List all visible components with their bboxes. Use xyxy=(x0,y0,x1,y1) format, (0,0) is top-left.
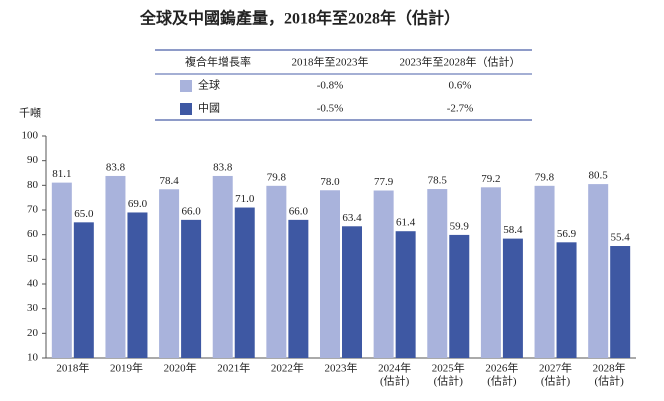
x-tick-label: 2026年 xyxy=(485,361,518,375)
bar xyxy=(373,190,394,358)
value-label: 56.9 xyxy=(557,228,577,240)
bar xyxy=(556,242,577,358)
y-tick-label: 90 xyxy=(27,154,39,166)
x-tick-label: 2028年 xyxy=(593,361,626,375)
y-tick-label: 50 xyxy=(27,253,39,265)
y-tick-label: 30 xyxy=(27,302,39,314)
y-tick-label: 100 xyxy=(22,130,39,142)
value-label: 61.4 xyxy=(396,217,416,229)
bar xyxy=(51,182,72,358)
x-tick-label: 2027年 xyxy=(539,361,572,375)
value-label: 59.9 xyxy=(450,220,470,232)
legend-label: 中國 xyxy=(198,102,220,115)
value-label: 79.2 xyxy=(481,173,500,185)
value-label: 78.0 xyxy=(320,176,340,188)
value-label: 66.0 xyxy=(289,205,309,217)
x-tick-label: 2022年 xyxy=(271,361,304,375)
value-label: 81.1 xyxy=(52,168,71,180)
x-tick-label: 2023年 xyxy=(325,361,358,375)
x-tick-label: (估計) xyxy=(487,374,517,388)
value-label: 78.4 xyxy=(159,175,179,187)
value-label: 78.5 xyxy=(428,175,448,187)
table-cell: -2.7% xyxy=(447,103,474,115)
y-tick-label: 80 xyxy=(27,179,39,191)
value-label: 79.8 xyxy=(535,171,555,183)
bar xyxy=(395,231,416,358)
value-label: 79.8 xyxy=(267,171,287,183)
bar xyxy=(342,226,362,358)
table-cell: -0.5% xyxy=(317,103,344,115)
table-cell: 0.6% xyxy=(449,80,472,92)
x-tick-label: 2024年 xyxy=(378,361,411,375)
value-label: 83.8 xyxy=(213,161,233,173)
y-axis-label: 千噸 xyxy=(19,106,41,120)
value-label: 66.0 xyxy=(181,205,201,217)
bar xyxy=(105,175,126,358)
x-tick-label: (估計) xyxy=(434,374,464,388)
bar xyxy=(427,189,448,358)
bar xyxy=(502,238,523,358)
bar xyxy=(234,207,255,358)
table-header: 2023年至2028年（估計） xyxy=(400,55,521,69)
value-label: 65.0 xyxy=(74,208,94,220)
bar xyxy=(588,184,609,358)
chart-title: 全球及中國鎢產量，2018年至2028年（估計） xyxy=(139,9,460,28)
bar xyxy=(449,234,470,358)
bar xyxy=(73,222,94,358)
x-tick-label: (估計) xyxy=(380,374,410,388)
legend-swatch xyxy=(180,103,192,115)
y-tick-label: 60 xyxy=(27,228,39,240)
bar xyxy=(288,219,309,358)
value-label: 83.8 xyxy=(106,161,126,173)
x-tick-label: 2019年 xyxy=(110,361,143,375)
bar xyxy=(610,246,631,358)
value-label: 77.9 xyxy=(374,176,394,188)
bar xyxy=(159,189,180,358)
value-label: 71.0 xyxy=(235,193,255,205)
y-tick-label: 20 xyxy=(27,327,39,339)
value-label: 69.0 xyxy=(128,198,148,210)
y-tick-label: 40 xyxy=(27,278,39,290)
table-header: 複合年增長率 xyxy=(185,55,251,69)
x-tick-label: 2020年 xyxy=(164,361,197,375)
bar xyxy=(266,185,287,358)
value-label: 80.5 xyxy=(589,170,609,182)
legend-label: 全球 xyxy=(198,78,220,92)
x-tick-label: (估計) xyxy=(595,374,625,388)
value-label: 58.4 xyxy=(503,224,523,236)
x-tick-label: 2021年 xyxy=(217,361,250,375)
table-cell: -0.8% xyxy=(317,80,344,92)
x-tick-label: 2025年 xyxy=(432,361,465,375)
table-header: 2018年至2023年 xyxy=(292,55,369,69)
y-tick-label: 10 xyxy=(27,352,39,364)
bar xyxy=(181,219,202,358)
value-label: 55.4 xyxy=(611,232,631,244)
x-tick-label: 2018年 xyxy=(56,361,89,375)
bar xyxy=(534,185,555,358)
bar xyxy=(212,175,233,358)
legend-swatch xyxy=(180,80,192,92)
bar xyxy=(480,187,501,358)
x-tick-label: (估計) xyxy=(541,374,571,388)
bar xyxy=(127,212,148,358)
value-label: 63.4 xyxy=(342,212,362,224)
bar xyxy=(320,190,340,358)
y-tick-label: 70 xyxy=(27,204,39,216)
